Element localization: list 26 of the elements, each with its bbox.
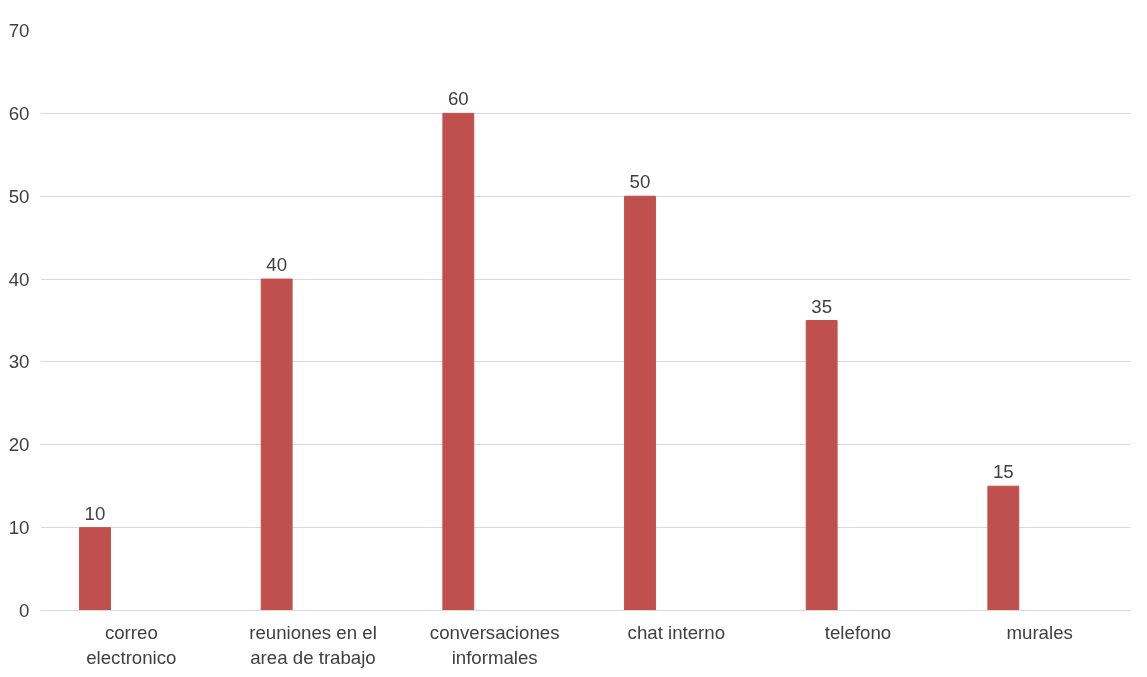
bar bbox=[624, 195, 656, 611]
data-label: 50 bbox=[629, 171, 651, 193]
y-tick-label: 50 bbox=[8, 185, 30, 207]
y-tick-label: 10 bbox=[8, 517, 30, 539]
bar bbox=[442, 112, 475, 611]
x-tick-label: reuniones en el area de trabajo bbox=[249, 621, 377, 668]
bar bbox=[260, 278, 293, 611]
x-tick-label: correo electronico bbox=[86, 621, 177, 668]
data-label: 40 bbox=[266, 254, 288, 276]
y-tick-label: 20 bbox=[8, 434, 30, 456]
y-tick-label: 60 bbox=[8, 102, 30, 124]
bar bbox=[79, 527, 111, 611]
data-label: 15 bbox=[992, 461, 1014, 483]
x-tick-label: telefono bbox=[824, 621, 892, 643]
data-label: 35 bbox=[811, 295, 833, 317]
data-label: 10 bbox=[84, 502, 106, 524]
bar bbox=[805, 320, 838, 611]
y-tick-label: 30 bbox=[8, 351, 30, 373]
bar bbox=[987, 485, 1020, 611]
x-tick-label: murales bbox=[1006, 621, 1073, 643]
y-tick-label: 40 bbox=[8, 268, 30, 290]
y-tick-label: 70 bbox=[8, 20, 30, 41]
data-label: 60 bbox=[447, 88, 469, 110]
x-tick-label: conversaciones informales bbox=[429, 621, 560, 668]
y-tick-label: 0 bbox=[19, 600, 30, 621]
x-tick-label: chat interno bbox=[627, 621, 726, 643]
